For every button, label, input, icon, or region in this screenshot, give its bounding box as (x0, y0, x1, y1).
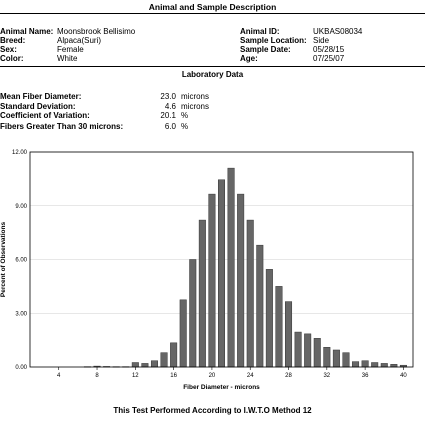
sex-value: Female (57, 45, 84, 54)
y-axis-label: Percent of Observations (0, 222, 7, 298)
animal-id-label: Animal ID: (240, 27, 280, 36)
histogram-bar (131, 362, 139, 368)
histogram-bar (285, 301, 293, 368)
animal-name-row: Animal Name: (0, 27, 53, 36)
histogram-bar (189, 259, 197, 368)
y-tick-label: 0.00 (15, 365, 27, 371)
x-tick-label: 28 (285, 373, 292, 379)
histogram-bar (170, 342, 178, 368)
age-value: 07/25/07 (313, 54, 345, 63)
x-tick-label: 32 (323, 373, 330, 379)
histogram-bar (352, 361, 360, 368)
lab-unit-mean: microns (181, 92, 210, 101)
breed-value: Alpaca(Suri) (57, 36, 102, 45)
age-label: Age: (240, 54, 258, 63)
chart-bars (83, 167, 407, 368)
x-tick-label: 20 (209, 373, 216, 379)
plot-frame (29, 151, 414, 368)
lab-label-over30: Fibers Greater Than 30 microns: (0, 122, 124, 131)
x-axis-label: Fiber Diameter - microns (183, 384, 260, 391)
x-tick-label: 36 (362, 373, 369, 379)
histogram-bar (323, 347, 331, 368)
lab-unit-over30: % (181, 122, 189, 131)
sample-date-label: Sample Date: (240, 45, 291, 54)
histogram-bar (313, 338, 321, 368)
lab-label-sd: Standard Deviation: (0, 102, 76, 111)
color-value: White (57, 54, 78, 63)
lab-unit-sd: microns (181, 102, 210, 111)
lab-value-over30: 6.0 (164, 122, 176, 131)
x-tick-label: 12 (132, 373, 139, 379)
color-label: Color: (0, 54, 24, 63)
sample-date-value: 05/28/15 (313, 45, 345, 54)
lab-value-mean: 23.0 (160, 92, 176, 101)
histogram-bar (179, 299, 187, 368)
x-tick-label: 16 (170, 373, 177, 379)
breed-label: Breed: (0, 36, 26, 45)
lab-label-cv: Coefficient of Variation: (0, 111, 90, 120)
histogram-bar (256, 244, 264, 368)
histogram-bar (217, 179, 226, 368)
method-footer: This Test Performed According to I.W.T.O… (113, 406, 312, 415)
sex-label: Sex: (0, 45, 17, 54)
histogram-bar (237, 193, 245, 368)
histogram-bar (246, 219, 254, 368)
histogram-bar (275, 286, 283, 368)
histogram-bar (265, 269, 273, 368)
y-tick-label: 3.00 (15, 311, 27, 317)
section-divider (0, 66, 425, 67)
y-tick-label: 9.00 (15, 204, 27, 210)
chart-ticks: 0.00 3.00 6.00 9.00 12.00 4 8 12 16 20 24 28 32 36 40 (12, 150, 407, 379)
lab-unit-cv: % (181, 111, 189, 120)
histogram-bar (150, 360, 158, 368)
lab-value-sd: 4.6 (164, 102, 176, 111)
histogram-bar (361, 360, 369, 368)
histogram-bar (208, 193, 216, 368)
histogram-bar (227, 167, 235, 368)
histogram-bar (371, 362, 379, 368)
y-tick-label: 6.00 (15, 258, 27, 264)
report-title: Animal and Sample Description (148, 2, 277, 12)
histogram-bar (380, 363, 388, 368)
x-tick-label: 4 (57, 373, 61, 379)
sample-location-value: Side (313, 36, 330, 45)
animal-name-label: Animal Name: (0, 27, 54, 36)
lab-label-mean: Mean Fiber Diameter: (0, 92, 82, 101)
histogram-bar (304, 333, 312, 368)
animal-id-value: UKBAS08034 (313, 27, 363, 36)
animal-name-value: Moonsbrook Bellisimo (57, 27, 136, 36)
lab-value-cv: 20.1 (160, 111, 176, 120)
y-tick-label: 12.00 (12, 150, 28, 156)
histogram-bar (141, 363, 149, 368)
sample-location-label: Sample Location: (240, 36, 307, 45)
histogram-bar (198, 219, 206, 368)
x-tick-label: 24 (247, 373, 254, 379)
histogram-bar (332, 349, 340, 368)
histogram-bar (160, 352, 168, 368)
lab-data-title: Laboratory Data (181, 70, 244, 79)
histogram-bar (342, 352, 350, 368)
header-divider (0, 13, 425, 14)
x-tick-label: 40 (400, 373, 407, 379)
x-tick-label: 8 (95, 373, 99, 379)
histogram-bar (390, 364, 398, 368)
histogram-bar (294, 331, 302, 368)
